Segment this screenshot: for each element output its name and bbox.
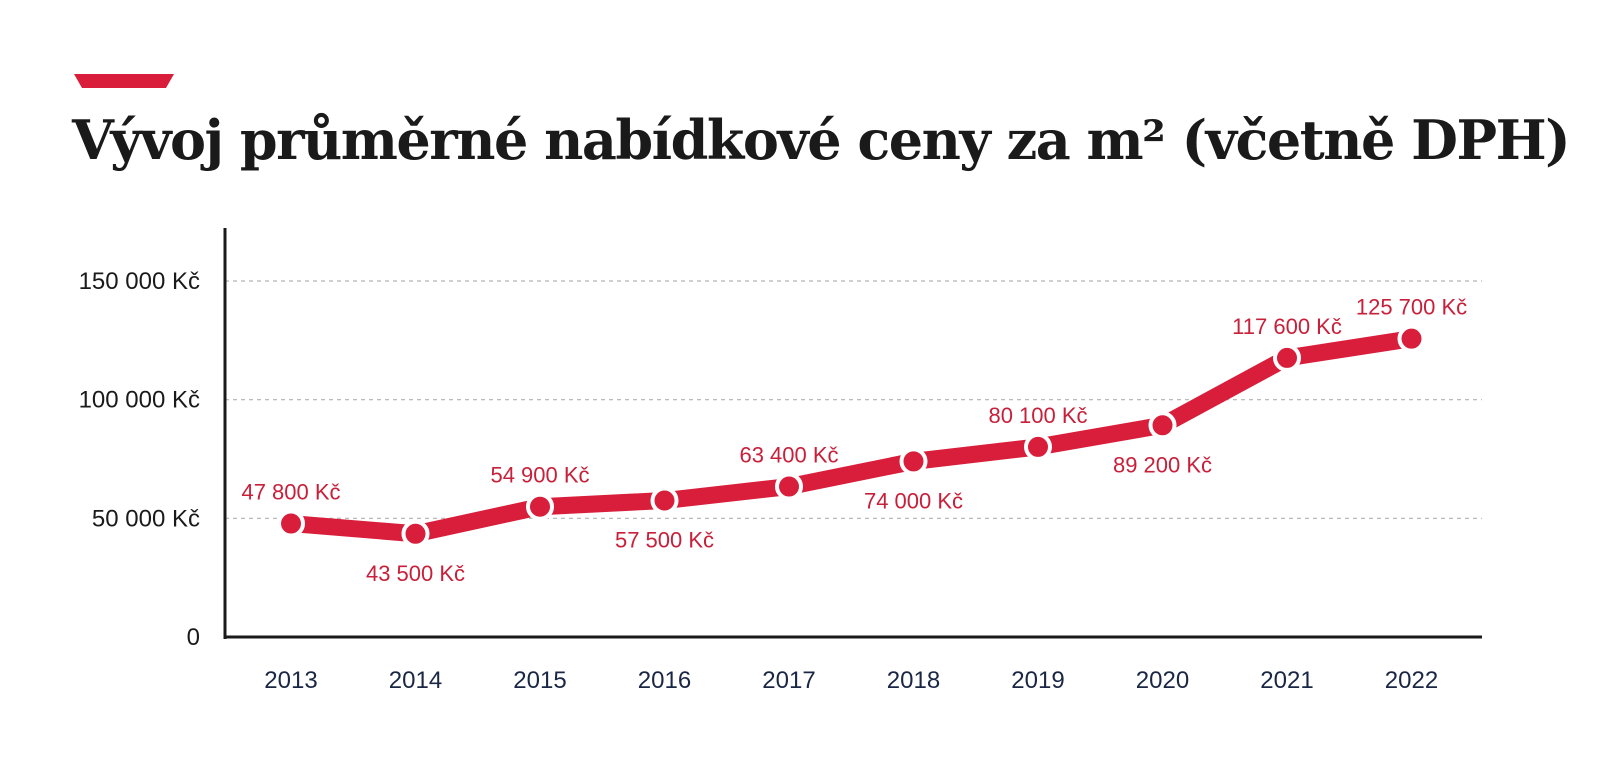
chart-title: Vývoj průměrné nabídkové ceny za m² (vče… xyxy=(72,108,1571,172)
data-label-2014: 43 500 Kč xyxy=(366,561,465,586)
data-point-2013 xyxy=(277,509,305,538)
x-tick-label: 2016 xyxy=(638,667,691,694)
x-tick-label: 2020 xyxy=(1136,667,1189,694)
data-point-2016 xyxy=(650,486,679,515)
gridlines xyxy=(225,280,1482,519)
data-label-2019: 80 100 Kč xyxy=(988,403,1087,428)
y-tick-label: 150 000 Kč xyxy=(79,268,200,295)
data-label-2015: 54 900 Kč xyxy=(490,463,589,488)
series-line xyxy=(282,330,1420,543)
y-tick-label: 100 000 Kč xyxy=(79,387,200,414)
y-tick-label: 0 xyxy=(187,624,200,651)
x-tick-label: 2014 xyxy=(389,667,442,694)
data-label-2021: 117 600 Kč xyxy=(1232,314,1342,339)
data-point-2018 xyxy=(899,447,928,476)
data-label-2017: 63 400 Kč xyxy=(739,443,838,468)
data-label-2013: 47 800 Kč xyxy=(241,480,340,505)
data-point-2019 xyxy=(1024,432,1052,461)
price-series xyxy=(277,324,1426,548)
x-tick-label: 2022 xyxy=(1385,667,1438,694)
data-point-2015 xyxy=(526,492,554,521)
x-tick-label: 2019 xyxy=(1011,667,1064,694)
data-point-2022 xyxy=(1397,324,1426,353)
y-tick-label: 50 000 Kč xyxy=(92,505,200,532)
data-point-2014 xyxy=(401,519,430,548)
data-label-2022: 125 700 Kč xyxy=(1356,295,1467,320)
x-tick-label: 2017 xyxy=(762,667,815,694)
x-tick-label: 2013 xyxy=(264,667,317,694)
data-label-2018: 74 000 Kč xyxy=(864,488,963,513)
data-label-2020: 89 200 Kč xyxy=(1113,452,1212,477)
x-tick-label: 2018 xyxy=(887,667,940,694)
y-axis-ticks: 0 50 000 Kč 100 000 Kč 150 000 Kč xyxy=(79,268,200,651)
x-tick-label: 2015 xyxy=(513,667,566,694)
data-point-2017 xyxy=(775,472,803,501)
data-labels: 47 800 Kč 43 500 Kč 54 900 Kč 57 500 Kč 63 4… xyxy=(241,295,1467,586)
axes xyxy=(223,228,1482,639)
data-point-2020 xyxy=(1148,411,1177,440)
x-tick-label: 2021 xyxy=(1260,667,1313,694)
title-accent-bar xyxy=(74,74,174,88)
x-axis-ticks: 2013 2014 2015 2016 2017 2018 2019 2020 2021 2022 xyxy=(264,667,1438,694)
data-point-2021 xyxy=(1273,343,1301,372)
data-label-2016: 57 500 Kč xyxy=(615,528,714,553)
